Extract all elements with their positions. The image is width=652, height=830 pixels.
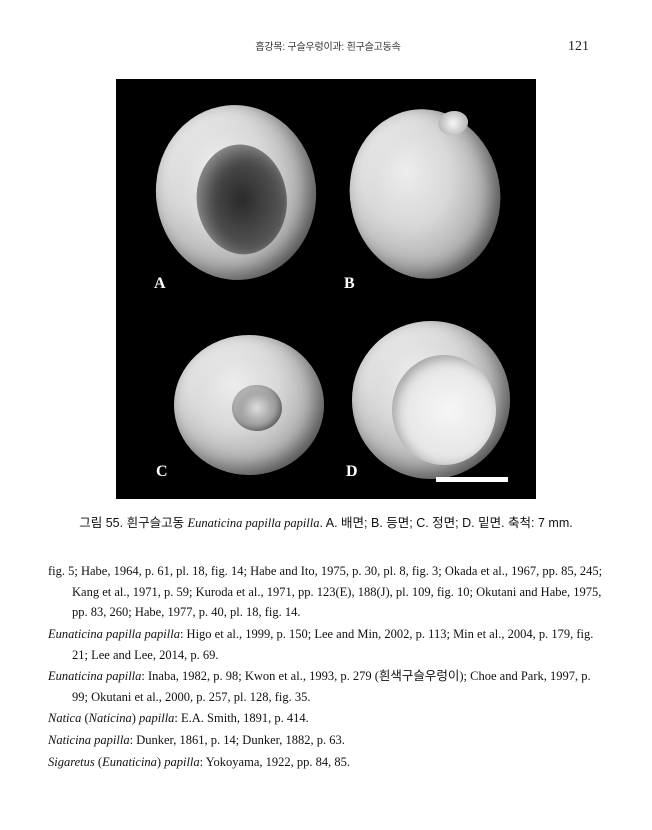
caption-views: . A. 배면; B. 등면; C. 정면; D. 밑면. 축척: 7 mm.	[320, 516, 573, 530]
specimen-d-basal-view	[352, 321, 510, 479]
ref-text: fig. 5; Habe, 1964, p. 61, pl. 18, fig. …	[48, 564, 602, 619]
ref-text: : Yokoyama, 1922, pp. 84, 85.	[200, 755, 350, 769]
figure-label-d: D	[346, 463, 358, 481]
figure-label-b: B	[344, 275, 355, 293]
ref-line-3: Eunaticina papilla: Inaba, 1982, p. 98; …	[48, 666, 604, 707]
ref-taxon-species: papilla	[164, 755, 199, 769]
ref-text: : E.A. Smith, 1891, p. 414.	[174, 711, 308, 725]
ref-taxon-species: papilla	[139, 711, 174, 725]
ref-text: : Inaba, 1982, p. 98; Kwon et al., 1993,…	[141, 669, 378, 683]
ref-line-5: Naticina papilla: Dunker, 1861, p. 14; D…	[48, 730, 604, 751]
figure-caption: 그림 55. 흰구슬고동 Eunaticina papilla papilla.…	[48, 513, 604, 533]
ref-line-2: Eunaticina papilla papilla: Higo et al.,…	[48, 624, 604, 665]
ref-taxon: Eunaticina papilla papilla	[48, 627, 180, 641]
figure-plate: A B C D	[116, 79, 536, 499]
references-block: fig. 5; Habe, 1964, p. 61, pl. 18, fig. …	[48, 561, 604, 772]
running-head: 흡강목: 구슬우렁이과: 흰구슬고동속	[88, 38, 568, 53]
page-number: 121	[568, 39, 589, 55]
ref-text: : Dunker, 1861, p. 14; Dunker, 1882, p. …	[130, 733, 345, 747]
page-header: 흡강목: 구슬우렁이과: 흰구슬고동속 121	[48, 38, 604, 55]
ref-taxon-genus: Sigaretus	[48, 755, 95, 769]
specimen-a-aperture-view	[147, 97, 324, 288]
ref-taxon-subgenus: Eunaticina	[102, 755, 157, 769]
ref-korean-name: 흰색구슬우렁이	[379, 669, 460, 683]
ref-taxon: Naticina papilla	[48, 733, 130, 747]
caption-species: Eunaticina papilla papilla	[188, 516, 320, 530]
specimen-b-dorsal-view	[336, 97, 513, 290]
ref-line-4: Natica (Naticina) papilla: E.A. Smith, 1…	[48, 708, 604, 729]
specimen-c-apical-view	[174, 335, 324, 475]
ref-taxon-subgenus: Naticina	[89, 711, 132, 725]
scale-bar	[436, 477, 508, 482]
figure-label-a: A	[154, 275, 166, 293]
caption-prefix: 그림 55. 흰구슬고동	[79, 516, 187, 530]
ref-line-6: Sigaretus (Eunaticina) papilla: Yokoyama…	[48, 752, 604, 773]
ref-taxon: Eunaticina papilla	[48, 669, 141, 683]
ref-line-1: fig. 5; Habe, 1964, p. 61, pl. 18, fig. …	[48, 561, 604, 623]
figure-label-c: C	[156, 463, 168, 481]
ref-taxon-genus: Natica	[48, 711, 81, 725]
page-container: 흡강목: 구슬우렁이과: 흰구슬고동속 121 A B C D 그림 55. 흰…	[0, 0, 652, 803]
